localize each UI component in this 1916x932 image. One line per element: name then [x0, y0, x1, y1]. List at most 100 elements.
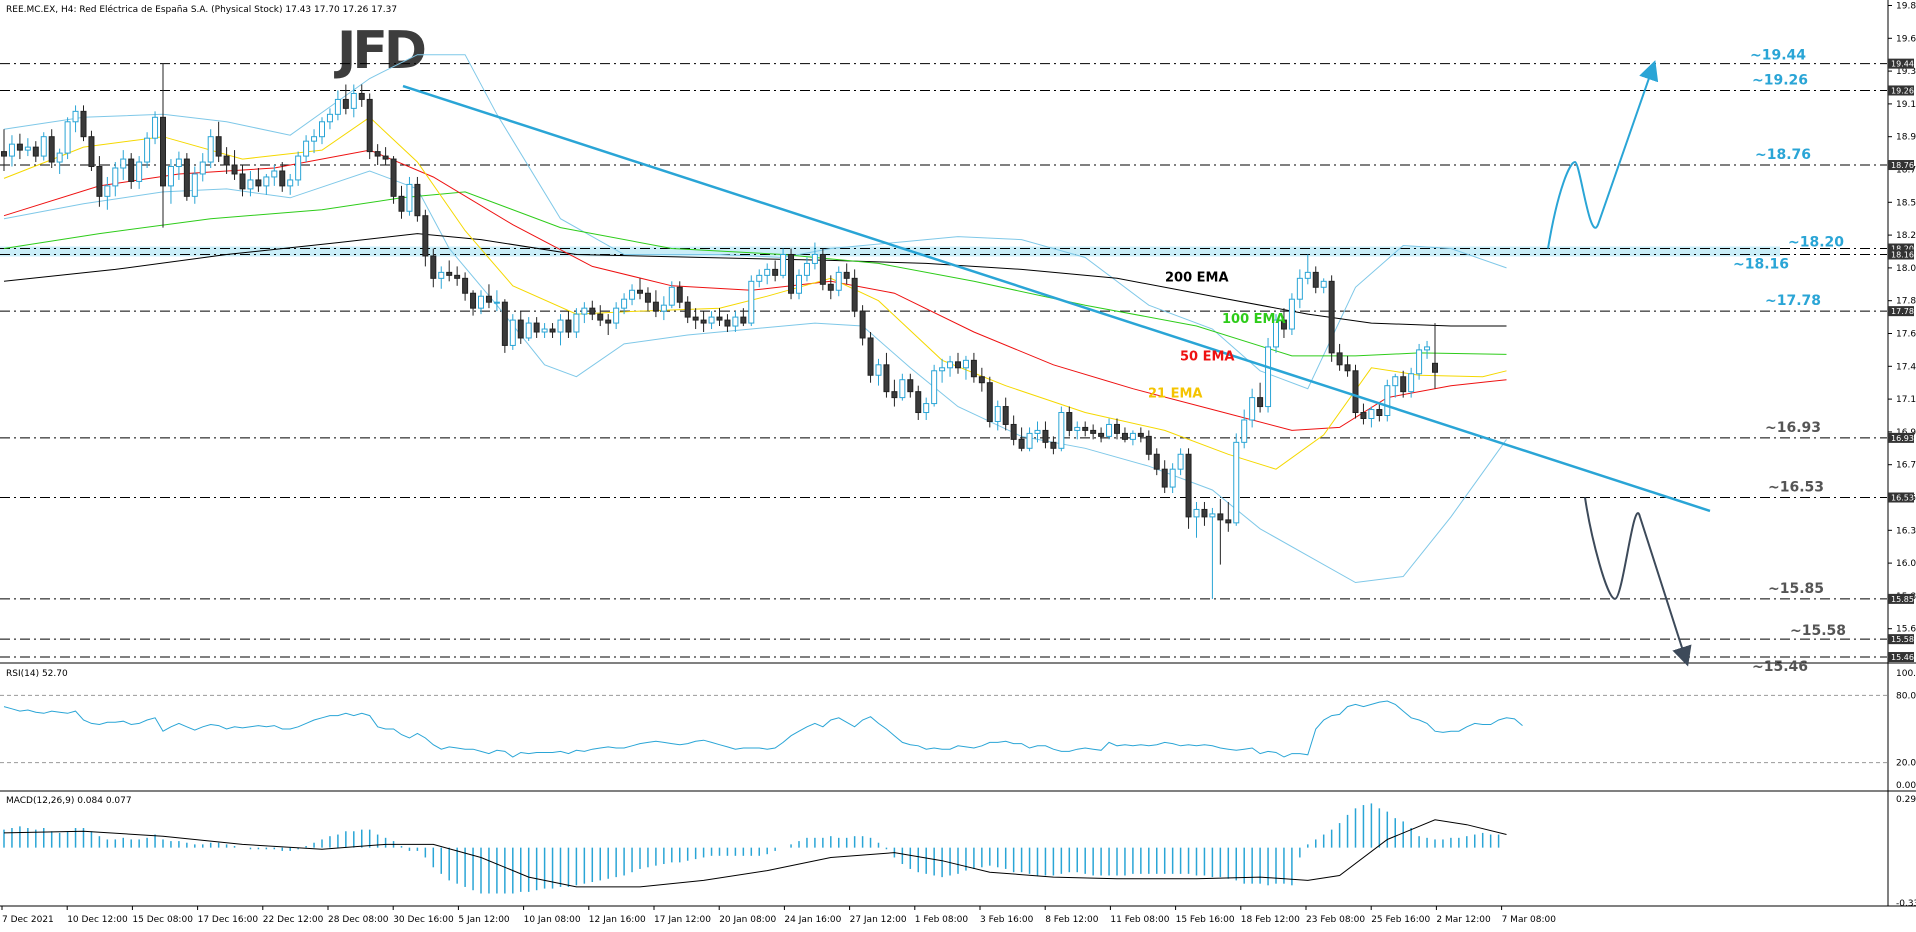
time-tick-label: 17 Jan 12:00 — [654, 915, 711, 925]
candle-body — [382, 155, 389, 160]
candle-body — [613, 307, 620, 324]
candle-body — [160, 116, 166, 187]
candle-body — [621, 298, 628, 309]
axis-level-label: 19.44 — [1891, 60, 1914, 69]
candle-body — [1114, 423, 1120, 434]
candle-body — [112, 167, 119, 187]
candle-body — [1352, 370, 1359, 414]
time-tick-label: 10 Dec 12:00 — [67, 915, 128, 925]
axis-level-label: 15.46 — [1891, 653, 1914, 662]
candle-body — [875, 364, 882, 376]
level-label: ~18.16 — [1733, 256, 1789, 272]
candle-body — [955, 361, 961, 369]
candle-body — [446, 271, 453, 276]
candle-body — [342, 98, 349, 109]
candle-body — [724, 319, 731, 327]
bearish-scenario-arrow — [1584, 497, 1692, 667]
time-tick-label: 1 Feb 08:00 — [915, 915, 969, 925]
candle-body — [350, 92, 357, 109]
time-tick-label: 12 Jan 16:00 — [589, 915, 646, 925]
candle-body — [1392, 376, 1399, 387]
candle-body — [1145, 435, 1152, 455]
time-tick-label: 5 Jan 12:00 — [458, 915, 510, 925]
candle-body — [438, 271, 445, 279]
candle-body — [1066, 412, 1073, 431]
price-tick-label: 19.17 — [1896, 100, 1916, 110]
candle-body — [485, 295, 492, 303]
time-tick-label: 11 Feb 08:00 — [1110, 915, 1169, 925]
candle-body — [1121, 432, 1128, 440]
candle-body — [1201, 508, 1208, 518]
candle-body — [716, 316, 723, 321]
candle-body — [732, 316, 739, 327]
axis-level-box — [1888, 306, 1914, 317]
candle-body — [939, 367, 946, 372]
time-tick-label: 30 Dec 16:00 — [393, 915, 454, 925]
axis-level-label: 15.58 — [1891, 635, 1914, 644]
candle-body — [1384, 385, 1391, 417]
candle-body — [835, 271, 842, 291]
price-tick-label: 18.07 — [1896, 264, 1916, 274]
axis-level-label: 16.53 — [1891, 494, 1914, 503]
candle-body — [1193, 508, 1200, 518]
candle-body — [597, 313, 604, 321]
candle-body — [581, 307, 588, 315]
axis-level-box — [1888, 593, 1914, 604]
level-label: ~17.78 — [1765, 293, 1821, 309]
candle-body — [565, 319, 572, 333]
candle-body — [128, 158, 135, 182]
candle-body — [573, 313, 580, 333]
candle-body — [764, 268, 771, 276]
time-tick-label: 7 Mar 08:00 — [1502, 915, 1557, 925]
candle-body — [1400, 376, 1407, 393]
time-tick-label: 8 Feb 12:00 — [1045, 915, 1099, 925]
candle-body — [1106, 423, 1113, 437]
time-tick-label: 10 Jan 08:00 — [524, 915, 581, 925]
level-label: ~16.93 — [1765, 420, 1821, 436]
candle-body — [303, 140, 310, 157]
level-label: ~15.85 — [1768, 581, 1824, 597]
price-tick-label: 17.63 — [1896, 330, 1916, 340]
axis-level-label: 18.20 — [1891, 245, 1914, 254]
candle-body — [1137, 432, 1144, 437]
candle-body — [843, 271, 850, 279]
candle-body — [549, 328, 556, 333]
candle-body — [1233, 441, 1240, 524]
candle-body — [263, 176, 270, 187]
candle-body — [295, 155, 302, 181]
candle-body — [40, 136, 47, 157]
candle-body — [231, 164, 238, 175]
candle-body — [358, 92, 365, 100]
candle-body — [803, 262, 810, 276]
candle-body — [970, 359, 977, 378]
ema-label: 50 EMA — [1180, 349, 1235, 364]
candle-body — [899, 379, 906, 399]
axis-level-box — [1888, 85, 1914, 96]
candle-body — [859, 310, 866, 339]
jfd-logo: JFD — [334, 21, 425, 81]
candle-body — [629, 289, 636, 300]
rsi-tick-label: 20.00 — [1896, 759, 1916, 769]
candle-body — [1368, 409, 1375, 419]
candles-group — [1, 63, 1438, 599]
candle-body — [644, 292, 651, 303]
candle-body — [223, 155, 230, 166]
candle-body — [1018, 438, 1025, 449]
candle-body — [1360, 412, 1367, 419]
candle-body — [700, 319, 707, 324]
price-tick-label: 16.31 — [1896, 526, 1916, 536]
candle-body — [1209, 513, 1216, 518]
candle-body — [191, 173, 198, 197]
candle-body — [907, 379, 914, 393]
time-tick-label: 7 Dec 2021 — [2, 915, 54, 925]
level-label: ~18.20 — [1788, 235, 1844, 251]
candle-body — [1249, 397, 1256, 421]
candle-body — [96, 166, 103, 197]
time-tick-label: 25 Feb 16:00 — [1371, 915, 1430, 925]
candle-body — [668, 286, 675, 306]
candle-body — [334, 98, 341, 115]
candle-body — [1002, 406, 1009, 425]
candle-body — [1034, 429, 1041, 434]
